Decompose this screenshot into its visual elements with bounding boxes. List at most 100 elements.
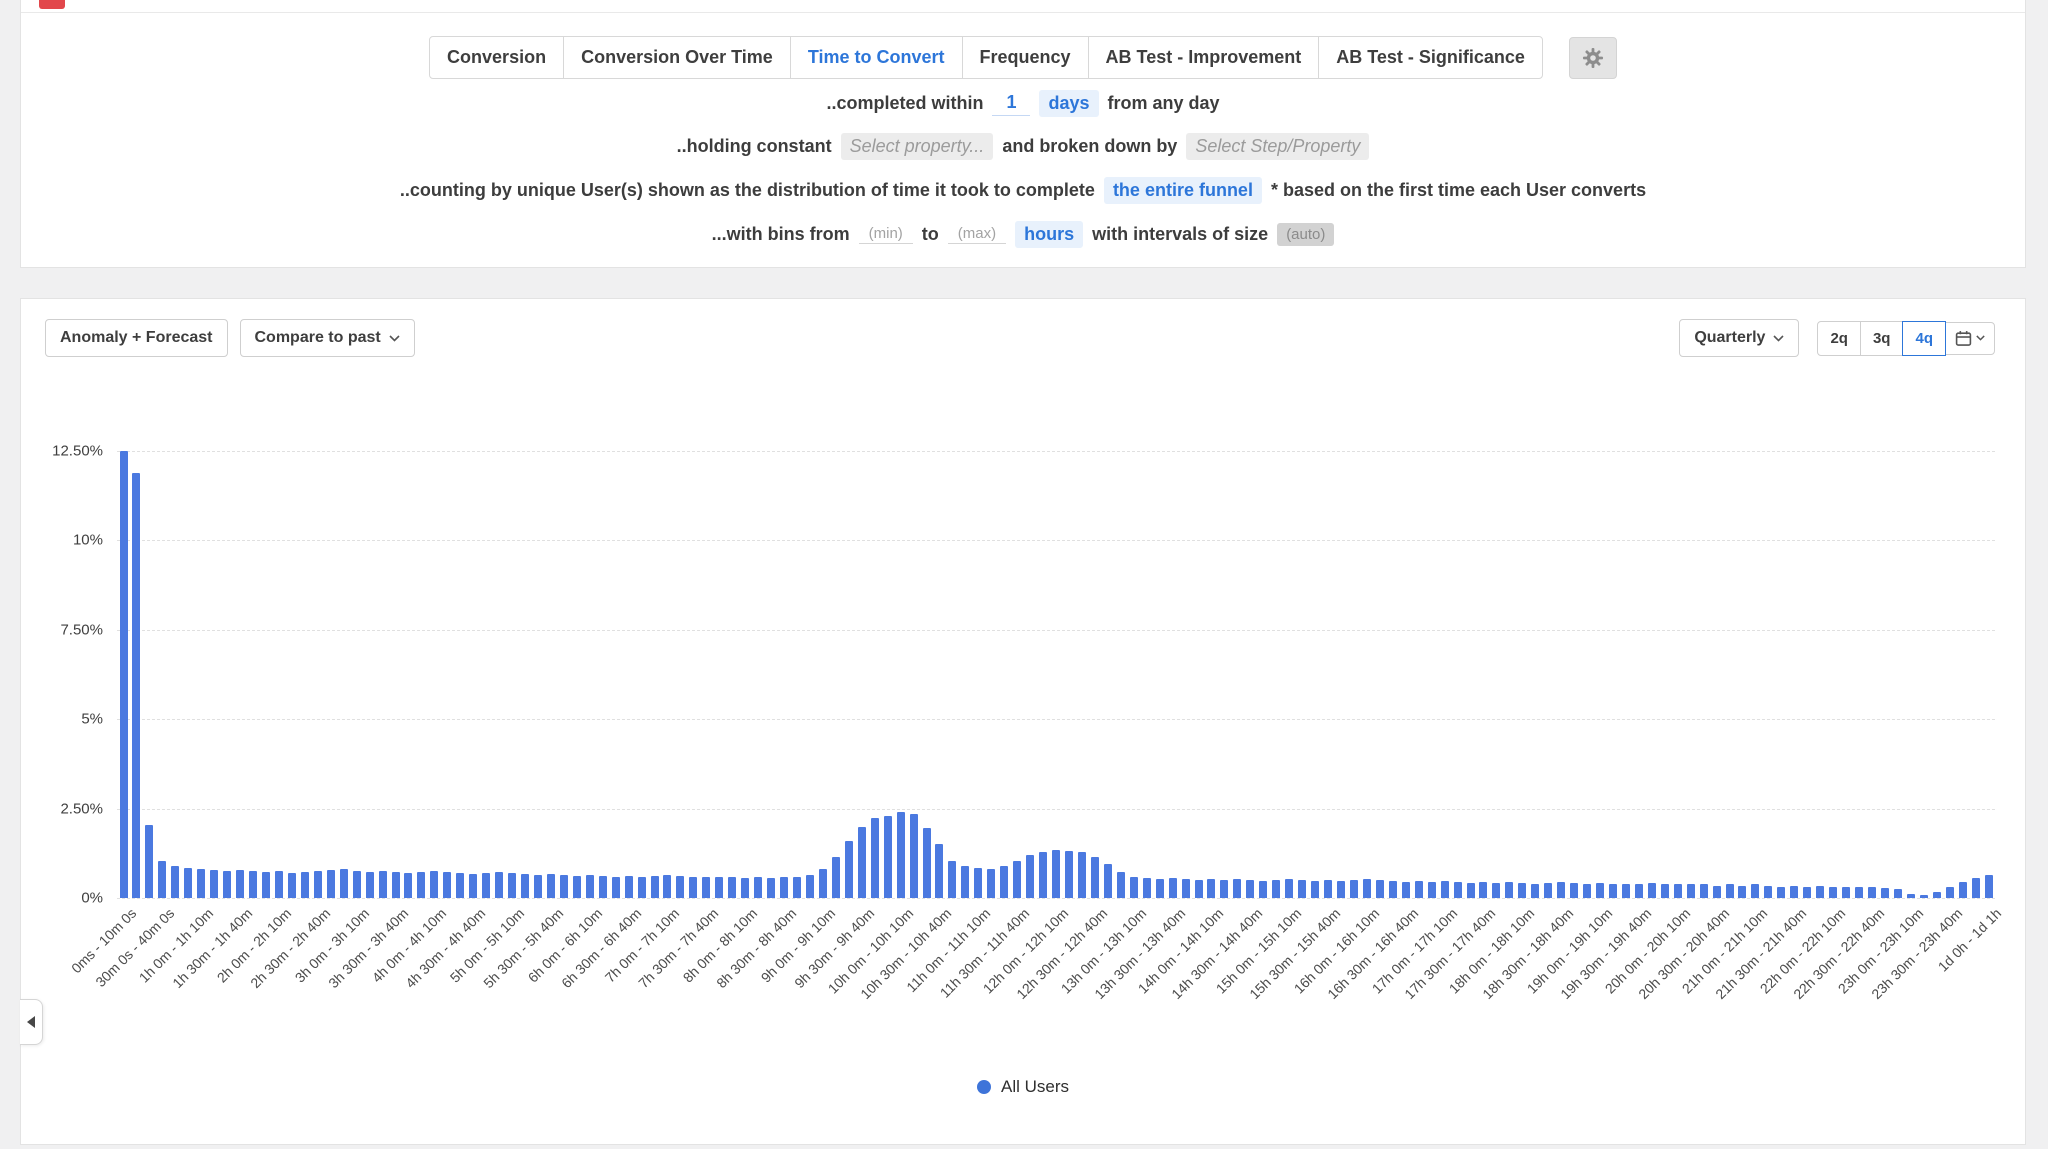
bar[interactable] bbox=[1156, 879, 1164, 898]
range-3q-button[interactable]: 3q bbox=[1860, 321, 1904, 356]
bar[interactable] bbox=[1091, 857, 1099, 898]
bar[interactable] bbox=[819, 869, 827, 898]
bin-unit-select[interactable]: hours bbox=[1015, 221, 1083, 248]
legend-label[interactable]: All Users bbox=[1001, 1077, 1069, 1097]
conversion-window-unit-select[interactable]: days bbox=[1039, 90, 1098, 117]
bar[interactable] bbox=[392, 872, 400, 898]
collapse-panel-button[interactable] bbox=[20, 999, 43, 1045]
bar[interactable] bbox=[1376, 880, 1384, 898]
bar[interactable] bbox=[1920, 895, 1928, 898]
bar[interactable] bbox=[1829, 887, 1837, 898]
interval-select-button[interactable]: Quarterly bbox=[1679, 319, 1799, 357]
bar[interactable] bbox=[1933, 892, 1941, 898]
bar[interactable] bbox=[236, 870, 244, 898]
bar[interactable] bbox=[858, 827, 866, 899]
bar[interactable] bbox=[249, 871, 257, 898]
bar[interactable] bbox=[443, 872, 451, 898]
bar[interactable] bbox=[651, 876, 659, 898]
bar[interactable] bbox=[1337, 881, 1345, 898]
bar[interactable] bbox=[1946, 887, 1954, 898]
bar[interactable] bbox=[1441, 881, 1449, 898]
settings-button[interactable] bbox=[1569, 37, 1617, 79]
range-4q-button[interactable]: 4q bbox=[1902, 321, 1946, 356]
bar[interactable] bbox=[404, 873, 412, 898]
bar[interactable] bbox=[1000, 866, 1008, 898]
bar[interactable] bbox=[1531, 884, 1539, 898]
bar[interactable] bbox=[1026, 855, 1034, 898]
bin-interval-size-input[interactable]: (auto) bbox=[1277, 223, 1334, 246]
bar[interactable] bbox=[1557, 882, 1565, 898]
bar[interactable] bbox=[832, 857, 840, 898]
bar[interactable] bbox=[1428, 882, 1436, 898]
bar[interactable] bbox=[1648, 883, 1656, 898]
bar[interactable] bbox=[1713, 886, 1721, 899]
bar[interactable] bbox=[560, 875, 568, 898]
bar[interactable] bbox=[806, 875, 814, 898]
bar[interactable] bbox=[301, 872, 309, 898]
bar[interactable] bbox=[482, 873, 490, 898]
bar[interactable] bbox=[1259, 881, 1267, 898]
bar[interactable] bbox=[599, 876, 607, 898]
bar[interactable] bbox=[1039, 852, 1047, 899]
bar[interactable] bbox=[1246, 880, 1254, 898]
bar[interactable] bbox=[1169, 878, 1177, 898]
tab-conversion[interactable]: Conversion bbox=[429, 36, 564, 79]
bar[interactable] bbox=[1583, 884, 1591, 898]
bar[interactable] bbox=[780, 877, 788, 898]
bar[interactable] bbox=[469, 874, 477, 898]
holding-constant-property-select[interactable]: Select property... bbox=[841, 133, 994, 160]
bar[interactable] bbox=[923, 828, 931, 898]
bar[interactable] bbox=[793, 877, 801, 899]
bar[interactable] bbox=[1182, 879, 1190, 898]
bar[interactable] bbox=[547, 874, 555, 898]
bar[interactable] bbox=[314, 871, 322, 898]
bar[interactable] bbox=[1117, 872, 1125, 898]
bar[interactable] bbox=[210, 870, 218, 898]
bar[interactable] bbox=[1907, 894, 1915, 898]
range-2q-button[interactable]: 2q bbox=[1817, 321, 1861, 356]
bar[interactable] bbox=[1544, 883, 1552, 898]
bar[interactable] bbox=[702, 877, 710, 898]
bar[interactable] bbox=[1130, 877, 1138, 899]
bar[interactable] bbox=[184, 868, 192, 898]
bar[interactable] bbox=[1363, 879, 1371, 898]
bar[interactable] bbox=[1195, 880, 1203, 898]
bar[interactable] bbox=[353, 871, 361, 898]
bar[interactable] bbox=[1402, 882, 1410, 898]
bar[interactable] bbox=[1311, 881, 1319, 898]
bar[interactable] bbox=[1764, 886, 1772, 899]
bar[interactable] bbox=[1687, 884, 1695, 898]
conversion-window-value-input[interactable]: 1 bbox=[992, 90, 1030, 116]
bar[interactable] bbox=[689, 877, 697, 899]
bar[interactable] bbox=[910, 814, 918, 898]
bar[interactable] bbox=[430, 871, 438, 898]
bar[interactable] bbox=[1700, 884, 1708, 898]
bar[interactable] bbox=[262, 872, 270, 898]
tab-conversion-over-time[interactable]: Conversion Over Time bbox=[563, 36, 791, 79]
bar[interactable] bbox=[1479, 882, 1487, 898]
tab-time-to-convert[interactable]: Time to Convert bbox=[790, 36, 963, 79]
bar[interactable] bbox=[767, 878, 775, 898]
bar[interactable] bbox=[1078, 852, 1086, 898]
bar[interactable] bbox=[586, 875, 594, 898]
bar[interactable] bbox=[1777, 887, 1785, 898]
bar[interactable] bbox=[1622, 884, 1630, 898]
series-color-dot[interactable] bbox=[977, 1080, 991, 1094]
bar[interactable] bbox=[379, 871, 387, 898]
bar[interactable] bbox=[1104, 864, 1112, 898]
bar[interactable] bbox=[171, 866, 179, 898]
bar[interactable] bbox=[625, 876, 633, 898]
funnel-scope-select[interactable]: the entire funnel bbox=[1104, 177, 1262, 204]
bar[interactable] bbox=[1350, 880, 1358, 898]
bar[interactable] bbox=[1285, 879, 1293, 898]
bar[interactable] bbox=[327, 870, 335, 898]
tab-ab-test-improvement[interactable]: AB Test - Improvement bbox=[1088, 36, 1320, 79]
bar[interactable] bbox=[741, 878, 749, 898]
bin-min-input[interactable]: (min) bbox=[859, 224, 913, 244]
bar[interactable] bbox=[1467, 883, 1475, 898]
bar[interactable] bbox=[573, 876, 581, 898]
bar[interactable] bbox=[1816, 886, 1824, 899]
bar[interactable] bbox=[1738, 886, 1746, 899]
bar[interactable] bbox=[1674, 884, 1682, 898]
bin-max-input[interactable]: (max) bbox=[948, 224, 1006, 244]
